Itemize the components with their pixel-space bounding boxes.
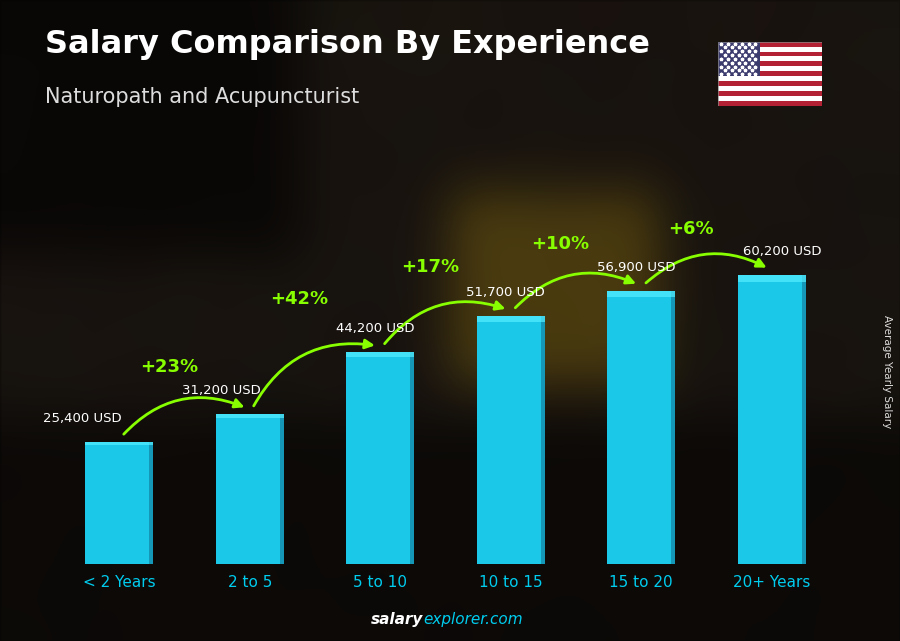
Text: +17%: +17% (400, 258, 459, 276)
Text: +23%: +23% (140, 358, 198, 376)
Bar (216, 414, 284, 564)
Bar (216, 414, 284, 418)
Text: Salary Comparison By Experience: Salary Comparison By Experience (45, 29, 650, 60)
Text: Average Yearly Salary: Average Yearly Salary (881, 315, 892, 428)
Bar (718, 96, 822, 101)
Text: 56,900 USD: 56,900 USD (597, 261, 675, 274)
Bar (718, 51, 822, 56)
Bar (718, 66, 822, 71)
FancyArrowPatch shape (384, 302, 502, 344)
Text: 25,400 USD: 25,400 USD (43, 412, 122, 425)
Bar (718, 62, 822, 66)
Text: 44,200 USD: 44,200 USD (336, 322, 414, 335)
Bar (718, 76, 822, 81)
Bar (718, 81, 822, 86)
Bar (346, 351, 414, 564)
Bar (718, 42, 822, 47)
Bar (149, 442, 153, 564)
Text: +6%: +6% (668, 220, 714, 238)
Text: 60,200 USD: 60,200 USD (742, 245, 822, 258)
Bar (738, 274, 806, 564)
Bar (718, 101, 822, 106)
Bar (410, 351, 414, 564)
Bar (477, 315, 544, 322)
FancyArrowPatch shape (646, 254, 764, 283)
Text: +10%: +10% (531, 235, 590, 253)
Bar (718, 91, 822, 96)
Text: 31,200 USD: 31,200 USD (182, 384, 260, 397)
Bar (608, 290, 675, 297)
Bar (802, 274, 806, 564)
Text: salary: salary (371, 612, 423, 627)
Bar (718, 86, 822, 91)
Bar (738, 274, 806, 282)
Bar (608, 290, 675, 564)
Text: explorer.com: explorer.com (423, 612, 523, 627)
FancyArrowPatch shape (516, 273, 634, 308)
Bar (718, 47, 822, 51)
Bar (280, 414, 284, 564)
Bar (718, 56, 822, 62)
Text: 51,700 USD: 51,700 USD (466, 286, 544, 299)
FancyArrowPatch shape (254, 340, 372, 406)
Bar (86, 442, 153, 564)
Bar (477, 315, 544, 564)
Bar (718, 42, 760, 76)
FancyArrowPatch shape (124, 397, 242, 434)
Text: +42%: +42% (270, 290, 328, 308)
Bar (671, 290, 675, 564)
Bar (86, 442, 153, 445)
Bar (718, 71, 822, 76)
Bar (346, 351, 414, 357)
Bar (541, 315, 544, 564)
Text: Naturopath and Acupuncturist: Naturopath and Acupuncturist (45, 87, 359, 106)
